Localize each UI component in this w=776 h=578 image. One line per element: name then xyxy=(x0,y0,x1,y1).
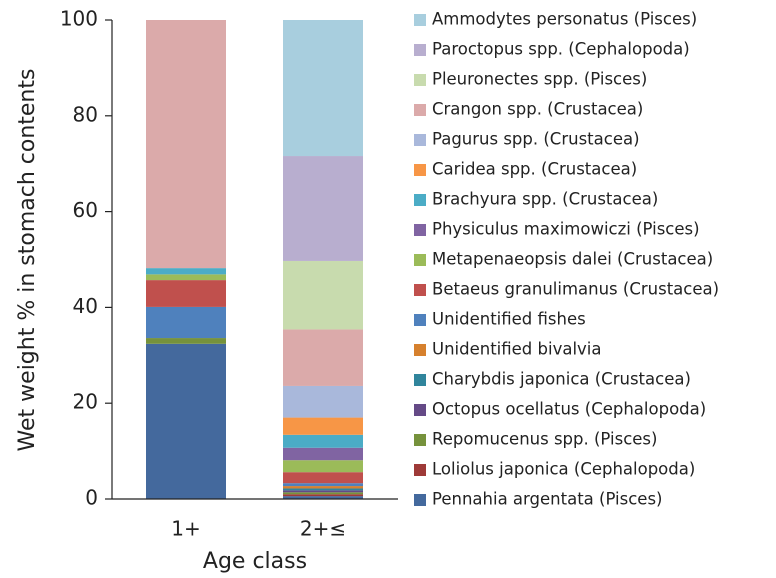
bar-segment xyxy=(146,280,226,307)
legend-label: Unidentified fishes xyxy=(432,310,586,329)
bar-segment xyxy=(283,434,363,448)
legend-swatch xyxy=(414,284,426,296)
legend-label: Charybdis japonica (Crustacea) xyxy=(432,370,691,389)
bar-segment xyxy=(283,483,363,487)
legend-swatch xyxy=(414,344,426,356)
bar-segment xyxy=(146,274,226,281)
bar-segment xyxy=(283,492,363,495)
legend-swatch xyxy=(414,14,426,26)
x-tick-label: 2+≤ xyxy=(300,517,346,541)
bar-segment xyxy=(283,447,363,461)
bar-segment xyxy=(146,338,226,344)
legend-label: Paroctopus spp. (Cephalopoda) xyxy=(432,40,690,59)
legend-swatch xyxy=(414,254,426,266)
y-tick-label: 100 xyxy=(60,7,98,31)
legend-label: Octopus ocellatus (Cephalopoda) xyxy=(432,400,706,419)
bar-segment xyxy=(283,20,363,157)
legend-label: Loliolus japonica (Cephalopoda) xyxy=(432,460,695,479)
legend-swatch xyxy=(414,44,426,56)
y-tick-label: 80 xyxy=(73,102,98,126)
x-tick-label: 1+ xyxy=(171,517,200,541)
legend-label: Physiculus maximowiczi (Pisces) xyxy=(432,220,700,239)
legend-swatch xyxy=(414,74,426,86)
legend-swatch xyxy=(414,224,426,236)
legend-swatch xyxy=(414,164,426,176)
legend-label: Repomucenus spp. (Pisces) xyxy=(432,430,657,449)
legend-label: Metapenaeopsis dalei (Crustacea) xyxy=(432,250,713,269)
bar-segment xyxy=(283,329,363,386)
legend-label: Brachyura spp. (Crustacea) xyxy=(432,190,658,209)
y-tick-label: 20 xyxy=(73,390,98,414)
bar-segment xyxy=(283,494,363,497)
x-axis-title: Age class xyxy=(203,549,307,574)
y-tick-label: 0 xyxy=(85,486,98,510)
bar-segment xyxy=(283,472,363,484)
bar-segment xyxy=(283,385,363,418)
bar-segment xyxy=(283,156,363,261)
bar-segment xyxy=(283,417,363,435)
legend-label: Betaeus granulimanus (Crustacea) xyxy=(432,280,719,299)
y-axis-title: Wet weight % in stomach contents xyxy=(15,69,40,452)
legend-label: Pagurus spp. (Crustacea) xyxy=(432,130,640,149)
bar-segment xyxy=(146,306,226,339)
legend-label: Unidentified bivalvia xyxy=(432,340,602,359)
legend-label: Caridea spp. (Crustacea) xyxy=(432,160,637,179)
bar-segment xyxy=(283,260,363,330)
legend-swatch xyxy=(414,494,426,506)
bar-segment xyxy=(283,488,363,491)
legend-label: Pennahia argentata (Pisces) xyxy=(432,490,663,509)
legend-label: Ammodytes personatus (Pisces) xyxy=(432,10,697,29)
legend-swatch xyxy=(414,404,426,416)
legend-swatch xyxy=(414,314,426,326)
bar-segment xyxy=(283,460,363,473)
bar-segment xyxy=(146,268,226,275)
legend-swatch xyxy=(414,434,426,446)
legend-label: Pleuronectes spp. (Pisces) xyxy=(432,70,647,89)
legend-swatch xyxy=(414,374,426,386)
bar-segment xyxy=(283,486,363,489)
bar-segment xyxy=(283,490,363,493)
bar-segment xyxy=(146,343,226,499)
legend-swatch xyxy=(414,194,426,206)
legend-swatch xyxy=(414,464,426,476)
bar-segment xyxy=(283,496,363,499)
y-tick-label: 60 xyxy=(73,198,98,222)
y-tick-label: 40 xyxy=(73,294,98,318)
legend-swatch xyxy=(414,134,426,146)
bar-segment xyxy=(146,20,226,269)
legend-swatch xyxy=(414,104,426,116)
legend-label: Crangon spp. (Crustacea) xyxy=(432,100,643,119)
